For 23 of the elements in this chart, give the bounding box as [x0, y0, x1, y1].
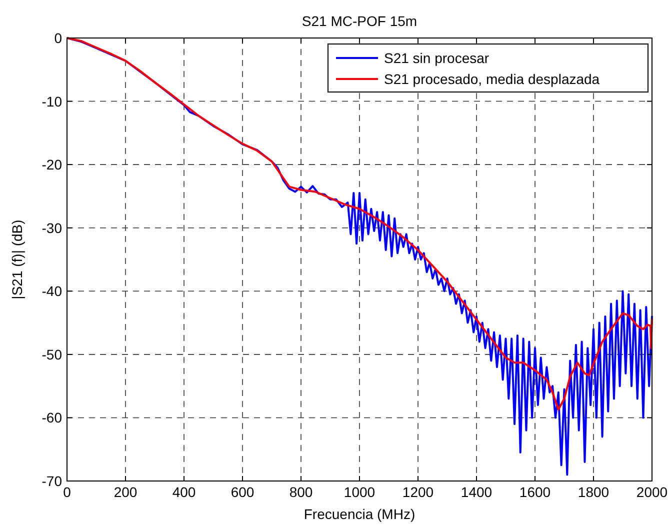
y-tick-label: -20: [42, 156, 62, 173]
y-tick-label: 0: [54, 30, 62, 46]
y-tick-label: -70: [42, 473, 62, 489]
y-tick-label: -50: [42, 346, 62, 362]
y-axis-title: |S21 (f)| (dB): [9, 220, 25, 300]
y-tick-label: -40: [42, 283, 62, 300]
x-tick-label: 1600: [519, 484, 551, 500]
y-tick-label: -60: [42, 410, 62, 426]
legend-label: S21 sin procesar: [384, 50, 490, 66]
legend-label: S21 procesado, media desplazada: [384, 71, 600, 87]
x-tick-label: 800: [289, 484, 313, 500]
x-tick-label: 1000: [344, 484, 376, 500]
y-tick-label: -30: [42, 220, 62, 236]
chart-title: S21 MC-POF 15m: [302, 13, 418, 29]
x-tick-label: 1200: [402, 484, 434, 500]
y-tick-label: -10: [42, 93, 62, 110]
x-tick-label: 200: [114, 484, 138, 500]
x-tick-label: 2000: [636, 484, 668, 500]
x-axis-title: Frecuencia (MHz): [304, 506, 416, 522]
x-tick-label: 400: [172, 484, 196, 500]
x-tick-label: 600: [230, 484, 254, 500]
x-tick-label: 1400: [460, 484, 492, 500]
x-tick-label: 1800: [578, 484, 610, 500]
